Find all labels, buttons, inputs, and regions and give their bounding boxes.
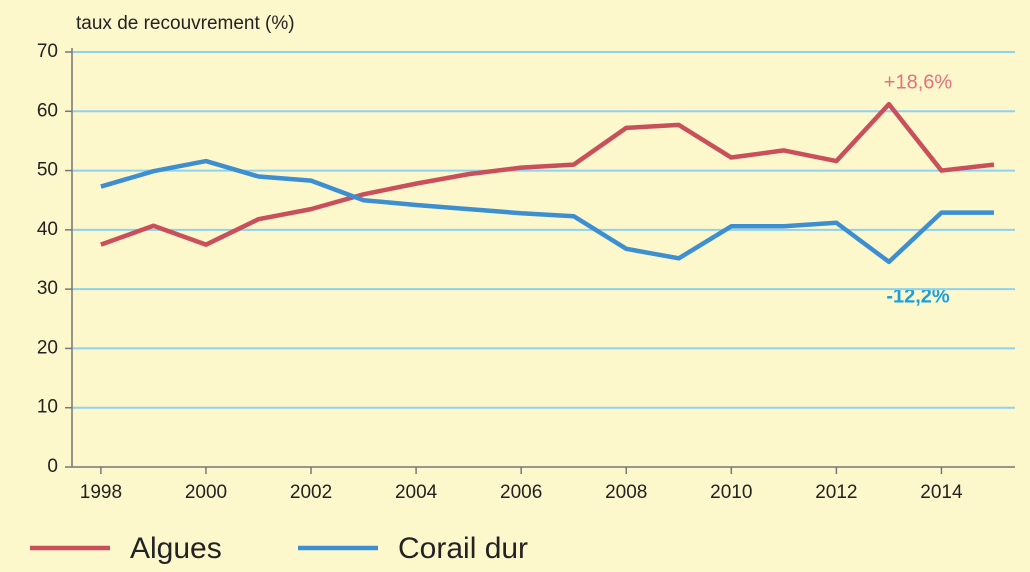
annotation: -12,2% [886, 285, 950, 307]
y-axis-label: taux de recouvrement (%) [76, 13, 295, 34]
x-tick-label: 2000 [185, 482, 227, 503]
legend-label: Corail dur [398, 532, 528, 565]
y-tick-label: 20 [37, 337, 58, 358]
x-tick-label: 2014 [920, 482, 963, 503]
annotation: +18,6% [884, 71, 953, 93]
y-tick-label: 30 [37, 278, 58, 299]
x-tick-label: 1998 [80, 482, 122, 503]
x-tick-label: 2010 [710, 482, 752, 503]
data-line [100, 158, 994, 265]
y-tick-label: 70 [37, 41, 58, 62]
legend-label: Algues [130, 532, 222, 565]
data-line [100, 101, 995, 247]
y-tick-label: 50 [37, 160, 58, 181]
x-tick-label: 2006 [500, 482, 542, 503]
y-tick-label: 0 [47, 456, 58, 477]
y-tick-label: 60 [37, 100, 58, 121]
x-tick-label: 2004 [395, 482, 438, 503]
y-tick-label: 40 [37, 219, 58, 240]
x-tick-label: 2012 [815, 482, 857, 503]
x-tick-label: 2002 [290, 482, 332, 503]
x-tick-label: 2008 [605, 482, 647, 503]
y-tick-label: 10 [37, 397, 58, 418]
